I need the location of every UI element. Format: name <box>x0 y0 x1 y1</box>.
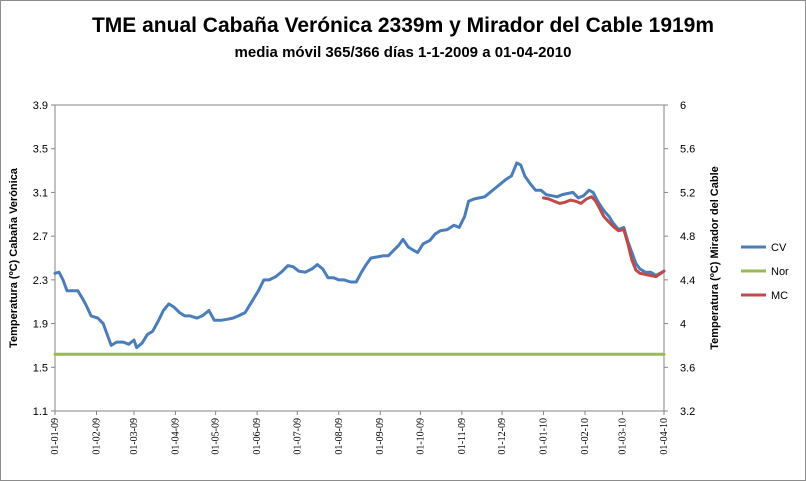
y-tick-label-right: 3.6 <box>680 362 695 374</box>
y-tick-label-left: 1.1 <box>33 406 48 418</box>
x-tick-label: 01-07-09 <box>292 418 303 455</box>
legend: CV Nor MC <box>741 242 789 302</box>
x-tick-label: 01-01-10 <box>539 418 550 455</box>
legend-label-mc: MC <box>771 290 788 302</box>
y-axis-label-right: Temperatura (ºC) Mirador del Cable <box>709 166 721 350</box>
chart-title: TME anual Cabaña Verónica 2339m y Mirado… <box>91 14 715 37</box>
chart-subtitle: media móvil 365/366 días 1-1-2009 a 01-0… <box>234 44 572 61</box>
y-tick-label-left: 2.7 <box>33 231 48 243</box>
x-tick-label: 01-02-10 <box>580 418 591 455</box>
y-tick-label-right: 4.8 <box>680 231 695 243</box>
x-tick-label: 01-03-10 <box>618 418 629 455</box>
legend-label-cv: CV <box>771 242 787 254</box>
y-tick-label-right: 5.2 <box>680 187 695 199</box>
axes: 3.9 3.5 3.1 2.7 2.3 1.9 1.5 1.1 6 5.6 5.2 4.8 4.4 4 3.… <box>33 100 696 455</box>
x-tick-label: 01-01-09 <box>50 418 61 455</box>
x-tick-label: 01-08-09 <box>334 418 345 455</box>
x-tick-label: 01-09-09 <box>375 418 386 455</box>
series-layer <box>53 161 666 356</box>
x-tick-label: 01-12-09 <box>497 418 508 455</box>
x-tick-label: 01-06-09 <box>252 418 263 455</box>
y-tick-label-left: 3.1 <box>33 187 48 199</box>
x-tick-label: 01-04-09 <box>170 418 181 455</box>
x-tick-label: 01-11-09 <box>457 418 468 454</box>
series-line-mc <box>542 195 666 279</box>
x-tick-label: 01-10-09 <box>415 418 426 455</box>
y-tick-label-right: 4.4 <box>680 275 695 287</box>
y-tick-label-left: 1.9 <box>33 319 48 331</box>
y-tick-label-left: 3.5 <box>33 144 48 156</box>
y-axis-label-left: Temperatura (ºC) Cabaña Verónica <box>8 167 20 348</box>
plot-area <box>54 104 665 412</box>
y-tick-label-left: 3.9 <box>33 100 48 112</box>
series-line-cv <box>53 161 666 350</box>
y-tick-label-right: 5.6 <box>680 144 695 156</box>
x-tick-label: 01-04-10 <box>659 418 670 455</box>
y-tick-label-left: 2.3 <box>33 275 48 287</box>
y-tick-label-left: 1.5 <box>33 362 48 374</box>
x-tick-label: 01-03-09 <box>129 418 140 455</box>
y-tick-label-right: 3.2 <box>680 406 695 418</box>
y-tick-label-right: 4 <box>680 319 686 331</box>
y-tick-label-right: 6 <box>680 100 686 112</box>
legend-label-nor: Nor <box>771 266 789 278</box>
x-tick-label: 01-02-09 <box>91 418 102 455</box>
x-tick-label: 01-05-09 <box>211 418 222 455</box>
